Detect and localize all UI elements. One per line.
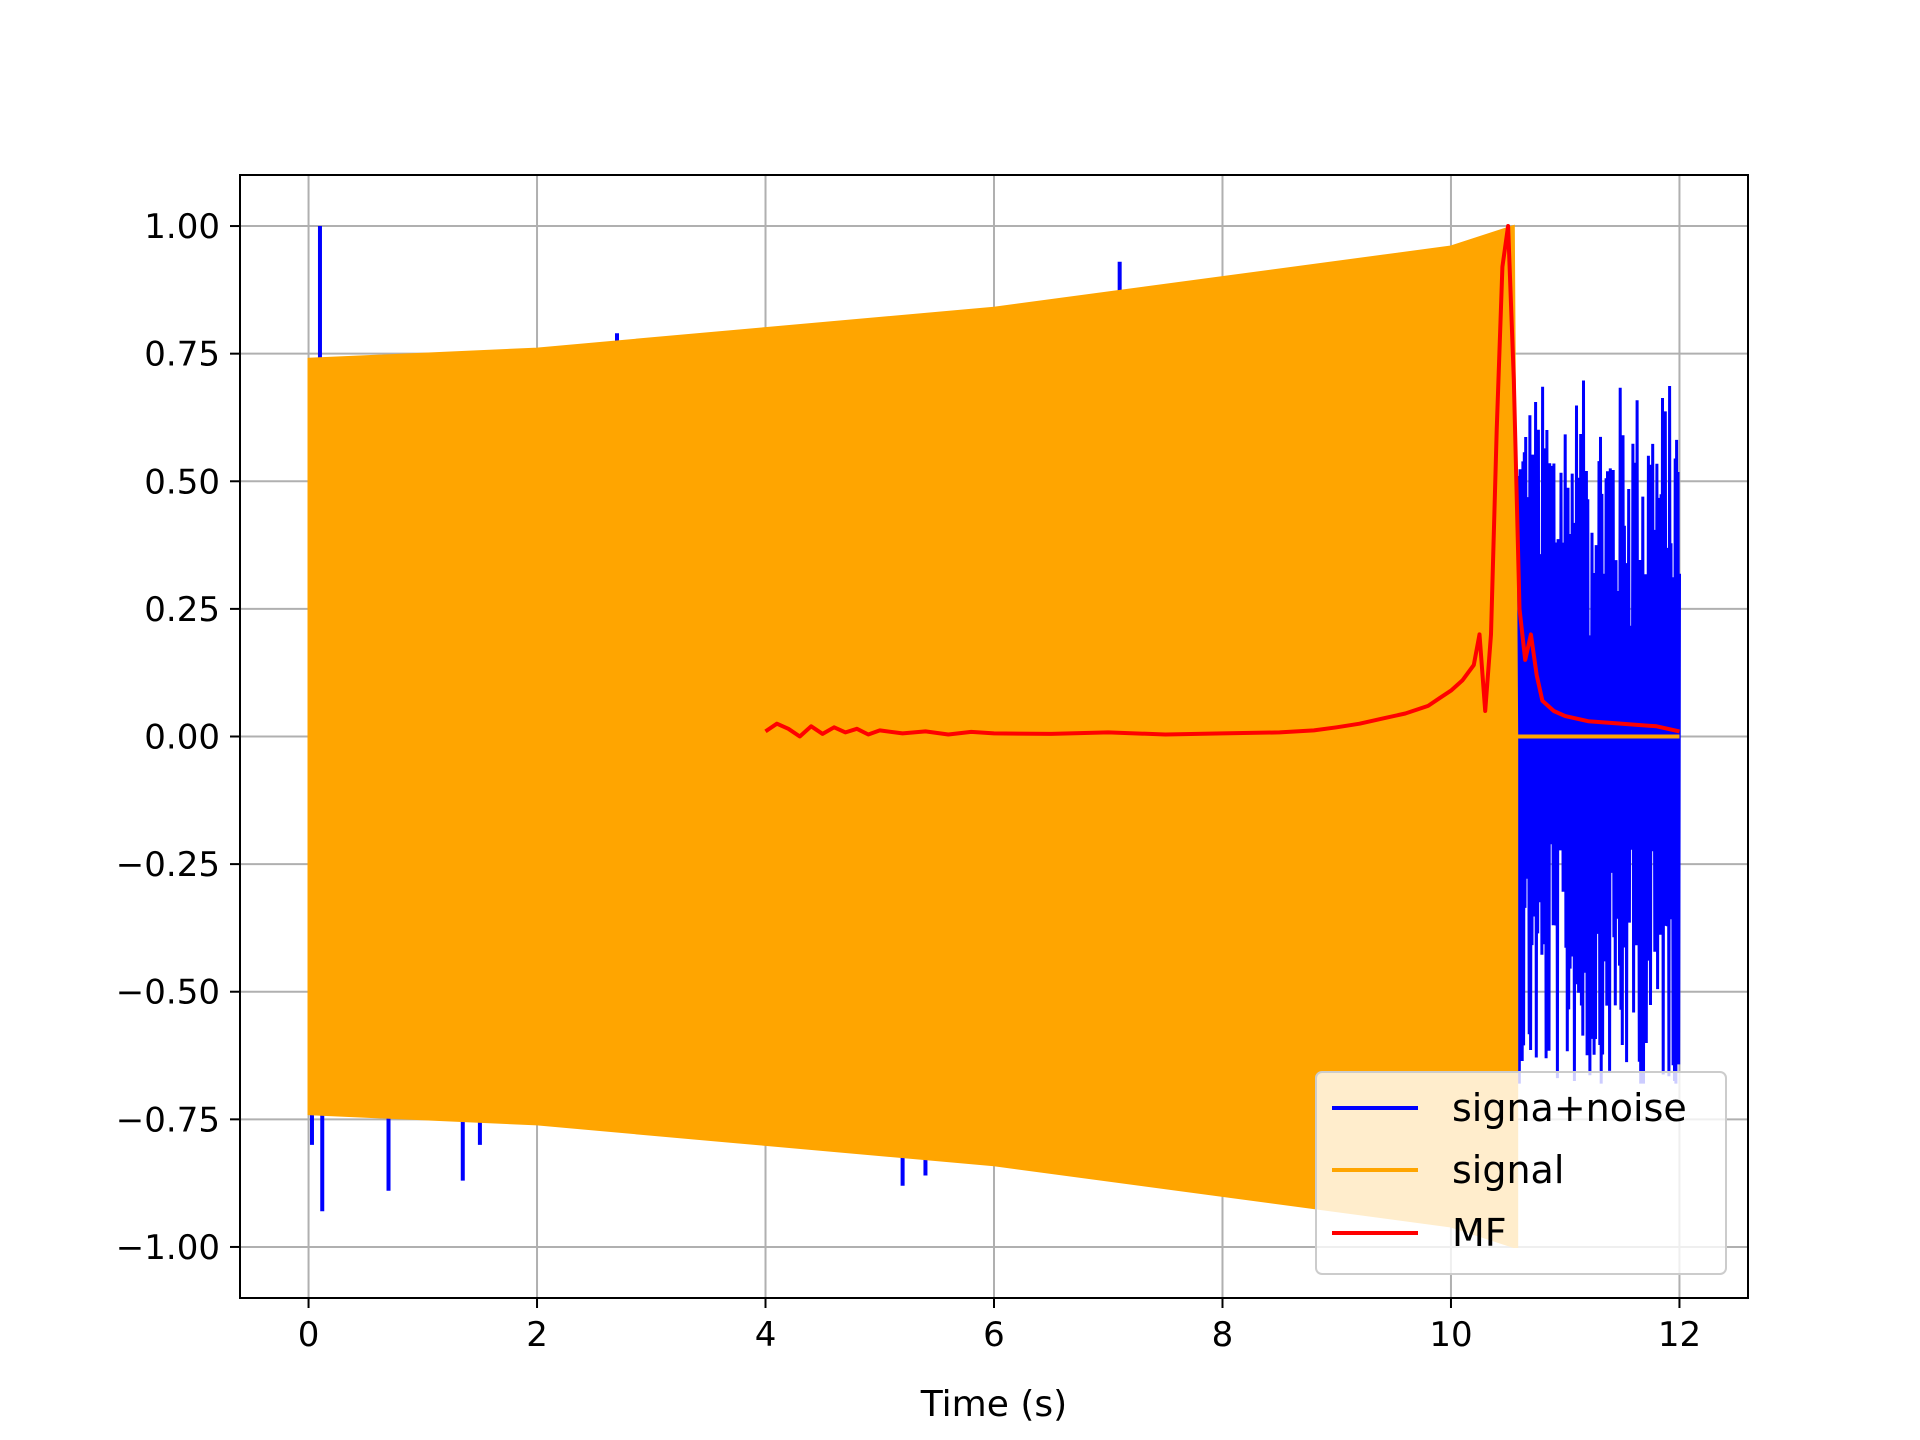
series-layer — [307, 224, 1681, 1248]
x-tick-label: 2 — [526, 1315, 548, 1355]
y-tick-label: 0.00 — [144, 718, 220, 758]
x-tick-label: 10 — [1429, 1315, 1472, 1355]
x-axis-label: Time (s) — [920, 1384, 1067, 1425]
x-tick-label: 0 — [298, 1315, 320, 1355]
x-axis: 0 2 4 6 8 10 12 — [298, 1298, 1701, 1355]
x-tick-label: 8 — [1212, 1315, 1234, 1355]
y-tick-label: −0.25 — [116, 845, 220, 885]
legend-box — [1315, 1071, 1727, 1275]
x-tick-label: 4 — [755, 1315, 777, 1355]
x-tick-label: 12 — [1658, 1315, 1701, 1355]
y-tick-label: −0.50 — [116, 973, 220, 1013]
y-tick-label: 0.50 — [144, 462, 220, 502]
y-tick-label: 0.75 — [144, 335, 220, 375]
mf-series — [764, 224, 1680, 739]
signal-noise-series — [1515, 380, 1681, 1084]
y-tick-label: −1.00 — [116, 1228, 220, 1268]
legend-label-mf: MF — [1452, 1211, 1507, 1255]
y-tick-label: 0.25 — [144, 590, 220, 630]
legend-label-signal-noise: signa+noise — [1452, 1086, 1687, 1130]
y-tick-label: −0.75 — [116, 1100, 220, 1140]
legend: signa+noise signal MF — [1315, 1071, 1727, 1275]
x-tick-label: 6 — [983, 1315, 1005, 1355]
y-tick-label: 1.00 — [144, 207, 220, 247]
y-axis: 1.00 0.75 0.50 0.25 0.00 −0.25 −0.50 −0.75 −1.00 — [116, 207, 240, 1268]
legend-label-signal: signal — [1452, 1148, 1564, 1192]
